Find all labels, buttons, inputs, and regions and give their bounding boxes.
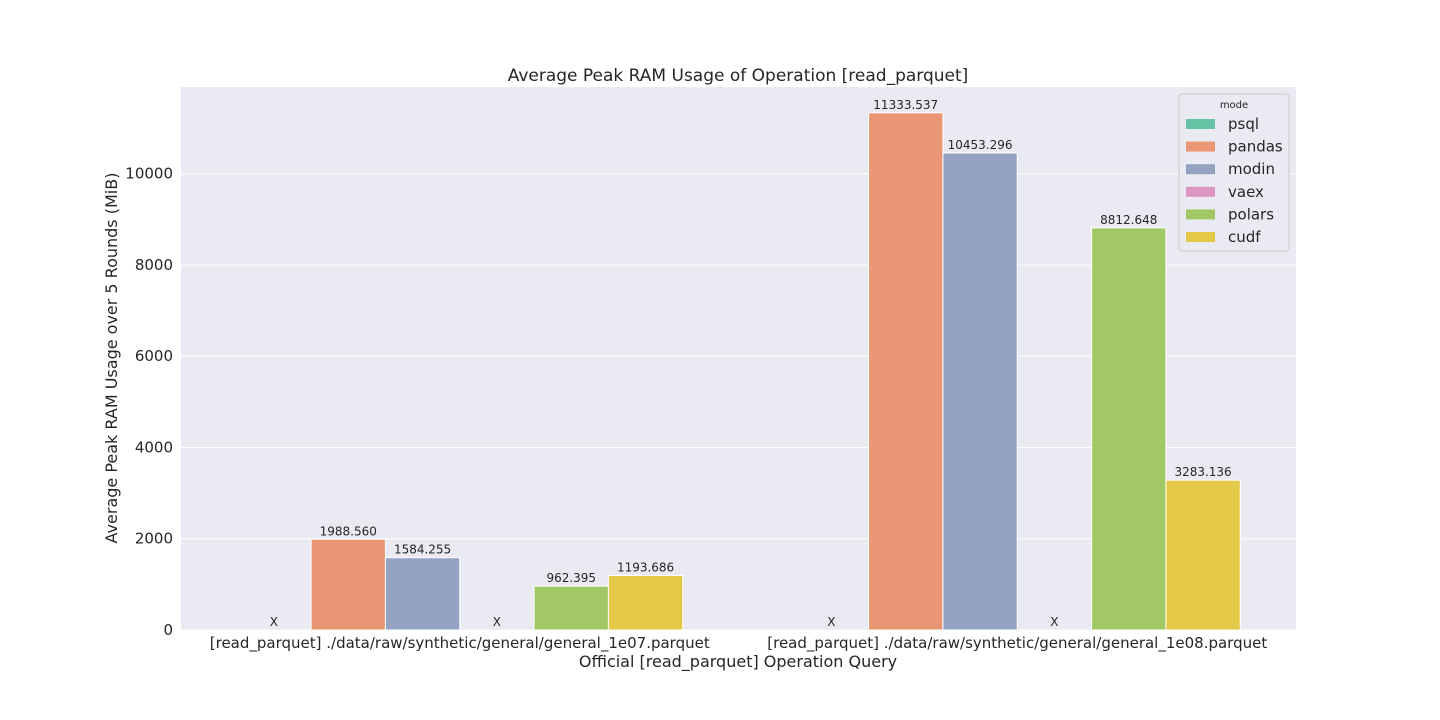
missing-marker: X (1050, 615, 1058, 629)
legend: mode psql pandas modin vaex polars cudf (1178, 93, 1290, 252)
data-label: 3283.136 (1174, 465, 1231, 479)
legend-swatch-cudf (1186, 232, 1215, 242)
y-tick-label: 0 (163, 621, 173, 639)
legend-title: mode (1220, 100, 1248, 111)
missing-marker: X (827, 615, 835, 629)
missing-marker: X (270, 615, 278, 629)
legend-label-pandas: pandas (1228, 138, 1283, 156)
bar-labels: X 1988.560 1584.255 X 962.395 1193.686 X 11333.… (270, 98, 1232, 629)
legend-label-cudf: cudf (1228, 228, 1261, 246)
bar-pandas (868, 112, 944, 631)
bar-polars (1091, 227, 1167, 631)
data-label: 1193.686 (617, 561, 674, 575)
bar-cudf (1165, 479, 1241, 631)
bars (310, 112, 1241, 631)
y-tick-label: 8000 (135, 256, 173, 274)
legend-label-vaex: vaex (1228, 183, 1264, 201)
legend-swatch-polars (1186, 209, 1215, 220)
legend-swatch-psql (1186, 119, 1215, 129)
bar-modin (384, 557, 461, 631)
data-label: 1584.255 (394, 543, 451, 557)
y-tick-label: 10000 (125, 165, 173, 183)
bar-pandas (310, 538, 386, 631)
y-tick-label: 2000 (135, 530, 173, 548)
bar-cudf (607, 575, 684, 631)
data-label: 10453.296 (948, 138, 1013, 152)
legend-swatch-vaex (1186, 186, 1215, 197)
x-tick-label: [read_parquet] ./data/raw/synthetic/gene… (210, 634, 710, 653)
y-tick-label: 6000 (135, 347, 173, 365)
data-label: 962.395 (546, 571, 596, 585)
y-axis-ticks: 0 2000 4000 6000 8000 10000 (125, 165, 173, 639)
legend-swatch-pandas (1186, 141, 1215, 152)
data-label: 11333.537 (873, 98, 938, 112)
chart-title: Average Peak RAM Usage of Operation [rea… (508, 66, 969, 86)
legend-label-polars: polars (1228, 205, 1274, 223)
x-axis-ticks: [read_parquet] ./data/raw/synthetic/gene… (210, 634, 1268, 653)
legend-label-modin: modin (1228, 160, 1275, 178)
bar-modin (942, 152, 1018, 631)
data-label: 1988.560 (320, 524, 377, 538)
bar-polars (533, 585, 609, 631)
y-tick-label: 4000 (135, 438, 173, 456)
data-label: 8812.648 (1100, 213, 1157, 227)
missing-marker: X (493, 615, 501, 629)
legend-swatch-modin (1186, 164, 1215, 175)
legend-label-psql: psql (1228, 115, 1259, 133)
x-tick-label: [read_parquet] ./data/raw/synthetic/gene… (767, 634, 1267, 653)
y-axis-title: Average Peak RAM Usage over 5 Rounds (Mi… (102, 173, 121, 544)
x-axis-title: Official [read_parquet] Operation Query (579, 652, 897, 672)
